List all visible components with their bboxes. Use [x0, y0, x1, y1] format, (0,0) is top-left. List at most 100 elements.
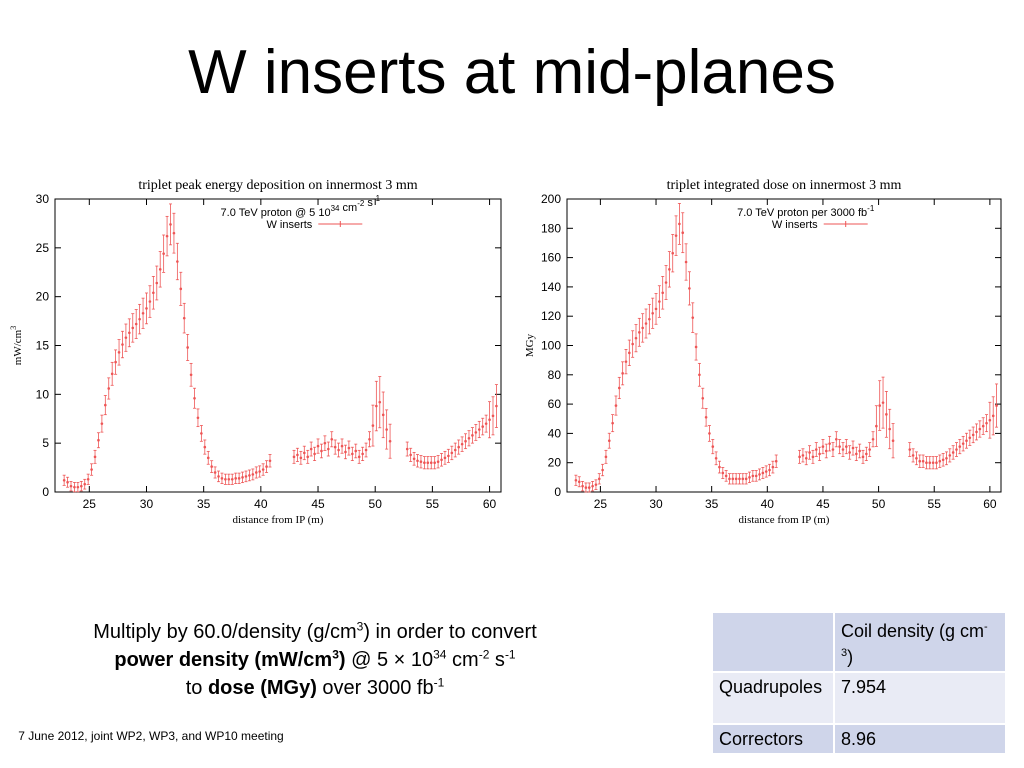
note-lumi-s: s [489, 649, 505, 671]
y-tick-label: 30 [36, 192, 50, 206]
data-point [237, 477, 241, 480]
data-point [477, 428, 481, 431]
note-lumi-exp: 34 [433, 647, 447, 662]
note-line-1-text: Multiply by 60.0/density (g/cm [93, 621, 357, 643]
data-point [69, 484, 73, 488]
data-point [848, 451, 851, 454]
data-point [419, 460, 423, 464]
x-tick-label: 30 [140, 497, 154, 511]
x-axis-label: distance from IP (m) [739, 514, 830, 526]
data-point [453, 448, 457, 452]
data-point [968, 436, 972, 440]
data-point [128, 331, 131, 335]
data-point [711, 445, 715, 448]
data-point [145, 307, 148, 310]
data-point [891, 439, 895, 443]
data-point [172, 231, 176, 235]
conversion-note: Multiply by 60.0/density (g/cm3) in orde… [60, 618, 570, 702]
data-point [865, 452, 868, 456]
data-point [694, 345, 698, 349]
y-tick-label: 80 [548, 368, 562, 382]
note-power-sup: 3 [332, 647, 339, 662]
data-point [361, 452, 364, 456]
data-point [678, 222, 681, 226]
data-point [831, 448, 835, 451]
data-point [152, 291, 155, 295]
data-point [768, 468, 771, 472]
data-point [881, 401, 885, 404]
chart-title: triplet integrated dose on innermost 3 m… [667, 178, 902, 193]
legend-series-name: W inserts [266, 219, 312, 231]
note-power-density: power density (mW/cm3) [114, 647, 345, 671]
table-row: Quadrupoles 7.954 [711, 671, 1007, 725]
y-tick-label: 180 [541, 221, 561, 235]
data-point [316, 444, 320, 448]
data-point [450, 451, 454, 455]
x-tick-label: 40 [254, 497, 268, 511]
data-point [948, 454, 952, 457]
data-point [668, 268, 671, 271]
data-point [975, 430, 978, 434]
data-point [371, 424, 375, 427]
data-point [464, 439, 467, 443]
table-header-sup: -3 [841, 621, 988, 659]
data-point [871, 437, 875, 441]
data-point [811, 455, 815, 459]
slide-title: W inserts at mid-planes [188, 38, 836, 107]
y-axis-label: MGy [524, 333, 536, 357]
data-point [213, 471, 217, 474]
data-point [824, 449, 828, 453]
data-point [162, 252, 165, 255]
data-point [961, 442, 965, 445]
data-point [86, 478, 90, 481]
data-point [911, 454, 915, 457]
y-tick-label: 0 [42, 485, 49, 499]
data-point [681, 231, 685, 234]
data-point [821, 445, 825, 448]
data-point [388, 439, 392, 443]
data-point [654, 307, 658, 311]
data-point [835, 437, 838, 441]
data-point [921, 459, 925, 463]
data-point [460, 442, 464, 446]
data-point [368, 437, 371, 441]
data-point [761, 471, 765, 475]
data-point [217, 475, 220, 478]
data-point [333, 445, 337, 449]
data-point [661, 291, 665, 295]
data-point [426, 461, 430, 465]
data-point [457, 445, 460, 449]
data-point [381, 413, 385, 417]
data-point [991, 414, 995, 418]
data-point [828, 442, 831, 445]
data-point [303, 451, 306, 455]
data-point [248, 474, 251, 477]
data-point [774, 459, 778, 463]
data-point [385, 428, 388, 431]
data-point [193, 396, 196, 400]
data-point [138, 317, 141, 321]
note-lumi-s-exp: -1 [504, 647, 516, 662]
table-cell-value: 8.96 [833, 723, 1007, 755]
data-point [405, 447, 409, 451]
data-point [925, 461, 928, 465]
integrated-dose-chart: triplet integrated dose on innermost 3 m… [512, 170, 1024, 530]
data-point [915, 457, 918, 460]
table-cell-name: Quadrupoles [711, 671, 835, 725]
data-point [885, 413, 888, 416]
data-point [104, 403, 107, 407]
data-point [244, 475, 248, 478]
data-point [708, 432, 711, 435]
data-point [731, 477, 735, 481]
data-point [354, 449, 358, 453]
note-lumi-cm-exp: -2 [478, 647, 490, 662]
data-point [838, 445, 841, 448]
note-dose: dose (MGy) [207, 677, 317, 699]
data-point [141, 311, 145, 315]
legend-series-name: W inserts [772, 219, 818, 231]
data-point [858, 449, 861, 453]
data-point [495, 404, 498, 408]
data-point [804, 457, 808, 460]
y-tick-label: 140 [541, 280, 561, 294]
data-point [416, 459, 419, 463]
